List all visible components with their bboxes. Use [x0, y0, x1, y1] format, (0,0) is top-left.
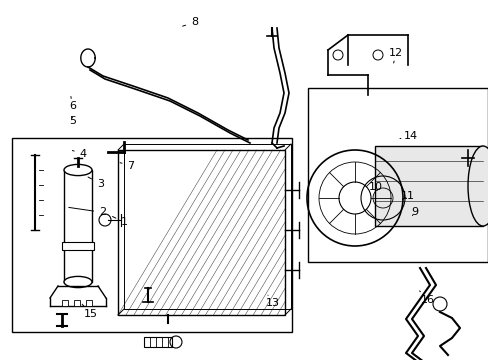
Text: 15: 15 — [82, 304, 97, 319]
Bar — [374, 146, 482, 226]
Text: 2: 2 — [69, 207, 106, 217]
Text: 14: 14 — [399, 131, 417, 141]
Text: 9: 9 — [410, 207, 417, 217]
Text: 12: 12 — [388, 48, 402, 63]
Bar — [86, 300, 92, 306]
Text: 8: 8 — [182, 17, 198, 27]
Text: 13: 13 — [265, 295, 279, 308]
Text: 7: 7 — [120, 161, 134, 171]
Bar — [12, 138, 291, 332]
Bar — [62, 300, 68, 306]
Bar — [62, 242, 94, 250]
Text: 5: 5 — [69, 116, 76, 126]
Bar — [64, 170, 92, 282]
Ellipse shape — [64, 276, 92, 288]
Text: 1: 1 — [112, 216, 128, 228]
Text: 10: 10 — [368, 182, 382, 192]
Bar — [307, 88, 487, 262]
Text: 11: 11 — [401, 191, 414, 201]
Text: 16: 16 — [419, 291, 434, 305]
Bar — [124, 144, 290, 309]
Bar — [118, 150, 285, 315]
Text: 3: 3 — [88, 177, 103, 189]
Ellipse shape — [64, 165, 92, 176]
Ellipse shape — [467, 146, 488, 226]
Bar — [143, 337, 172, 347]
Text: 6: 6 — [69, 96, 76, 111]
Text: 4: 4 — [72, 149, 86, 159]
Bar — [74, 300, 80, 306]
